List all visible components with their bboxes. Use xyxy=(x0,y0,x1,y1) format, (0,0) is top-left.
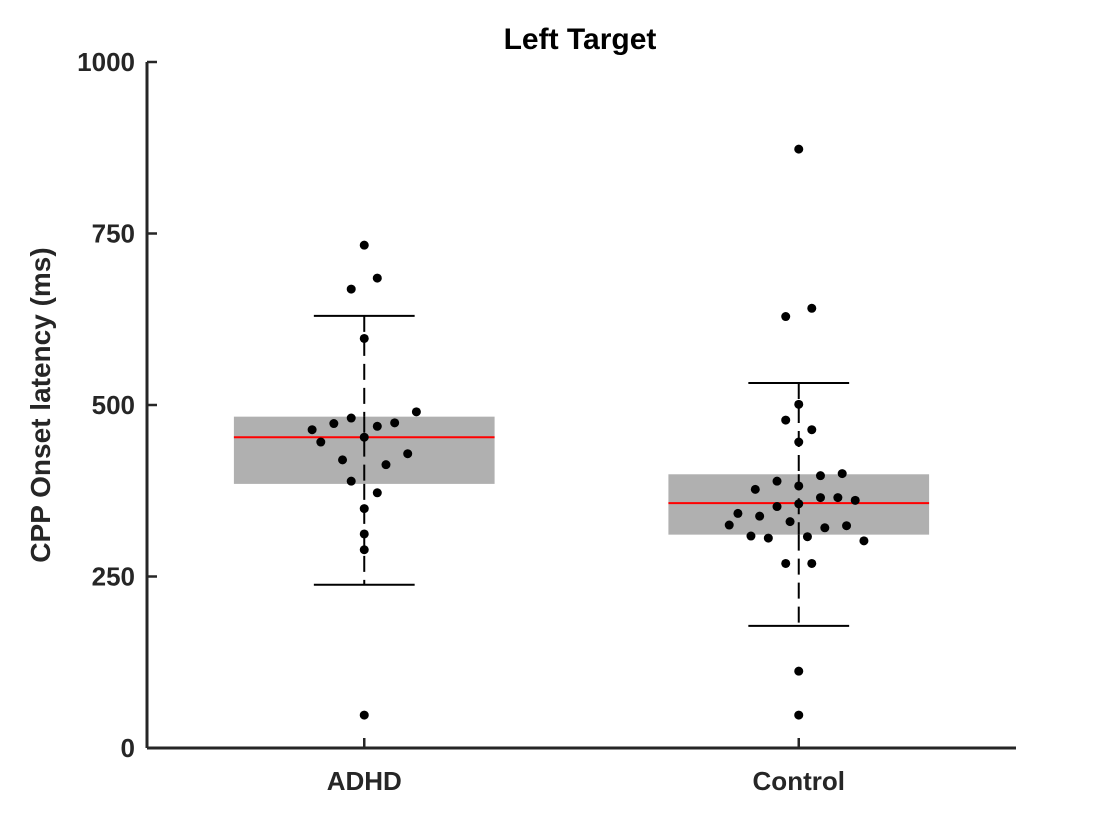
data-point-control xyxy=(794,144,804,154)
data-point-adhd xyxy=(316,437,326,447)
data-point-adhd xyxy=(346,284,356,294)
chart-title: Left Target xyxy=(504,23,657,56)
y-axis-label: CPP Onset latency (ms) xyxy=(25,247,56,562)
y-tick-label: 500 xyxy=(92,390,135,420)
data-point-control xyxy=(850,495,860,505)
data-point-control xyxy=(733,508,743,518)
data-point-adhd xyxy=(359,529,369,539)
data-point-adhd xyxy=(403,449,413,459)
x-tick-label: ADHD xyxy=(327,766,402,796)
data-point-adhd xyxy=(381,460,391,470)
data-point-control xyxy=(750,484,760,494)
data-point-control xyxy=(794,399,804,409)
data-point-control xyxy=(794,710,804,720)
data-point-control xyxy=(772,502,782,512)
y-axis-ticks: 0 250 500 750 1000 xyxy=(77,47,157,763)
data-point-adhd xyxy=(372,273,382,283)
data-point-adhd xyxy=(359,333,369,343)
data-point-control xyxy=(746,531,756,541)
box-group-control xyxy=(668,144,930,720)
data-point-control xyxy=(833,493,843,503)
y-tick-label: 1000 xyxy=(77,47,135,77)
data-point-control xyxy=(781,312,791,322)
data-point-control xyxy=(837,469,847,479)
data-point-adhd xyxy=(338,455,348,465)
data-point-adhd xyxy=(359,432,369,442)
data-point-control xyxy=(859,536,869,546)
data-point-control xyxy=(807,303,817,313)
data-point-adhd xyxy=(359,545,369,555)
data-point-control xyxy=(820,523,830,533)
data-point-control xyxy=(781,558,791,568)
data-point-control xyxy=(794,481,804,491)
data-point-control xyxy=(785,517,795,527)
data-point-adhd xyxy=(359,504,369,514)
y-tick-label: 750 xyxy=(92,219,135,249)
data-point-adhd xyxy=(329,419,339,429)
data-point-control xyxy=(794,437,804,447)
data-point-adhd xyxy=(359,240,369,250)
data-point-control xyxy=(802,532,812,542)
data-point-control xyxy=(772,476,782,486)
data-point-adhd xyxy=(359,710,369,720)
data-point-adhd xyxy=(307,425,317,435)
x-axis-ticks: ADHD Control xyxy=(327,738,845,796)
data-point-adhd xyxy=(346,413,356,423)
y-tick-label: 0 xyxy=(121,733,135,763)
data-point-control xyxy=(794,666,804,676)
data-point-adhd xyxy=(411,407,421,417)
data-point-adhd xyxy=(372,421,382,431)
y-tick-label: 250 xyxy=(92,562,135,592)
data-point-control xyxy=(763,533,773,543)
data-point-control xyxy=(781,415,791,425)
data-point-control xyxy=(794,499,804,509)
data-point-control xyxy=(815,471,825,481)
data-point-control xyxy=(755,511,765,521)
data-point-control xyxy=(842,521,852,531)
data-point-control xyxy=(807,558,817,568)
data-point-control xyxy=(807,425,817,435)
data-point-adhd xyxy=(346,476,356,486)
data-point-adhd xyxy=(390,418,400,428)
data-point-control xyxy=(724,520,734,530)
plot-area xyxy=(233,144,930,720)
x-tick-label: Control xyxy=(753,766,845,796)
box-group-adhd xyxy=(233,240,495,720)
data-point-adhd xyxy=(372,488,382,498)
data-point-control xyxy=(815,493,825,503)
